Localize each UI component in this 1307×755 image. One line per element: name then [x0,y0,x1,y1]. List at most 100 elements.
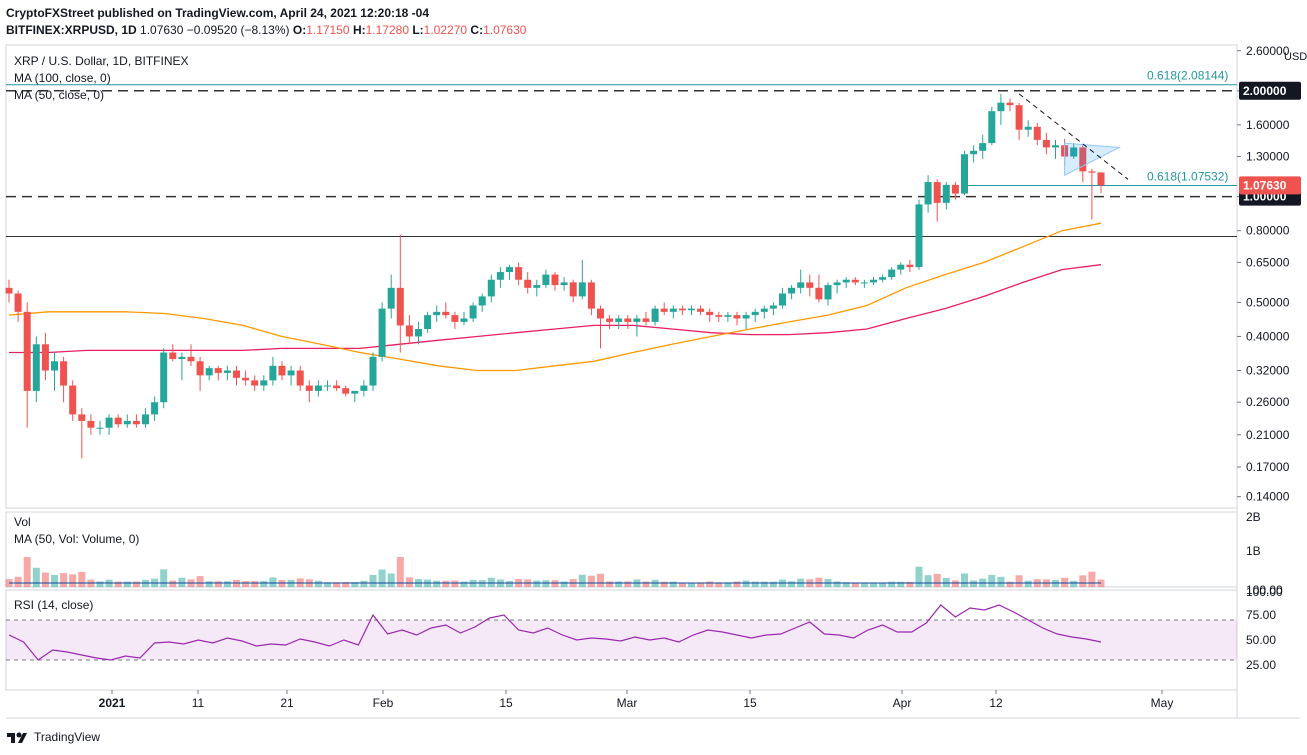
volume-bar [615,581,623,587]
volume-bar [60,573,68,587]
candle-body [961,154,968,194]
candle-body [214,368,222,373]
x-tick-label: 21 [280,696,294,710]
candle-body [970,150,978,155]
candle-body [842,279,850,283]
candle-body [205,368,213,376]
volume-bar [96,581,104,587]
volume-bar [788,581,796,587]
candle-body [560,282,568,286]
volume-bar [988,574,996,587]
legend-vol-ma[interactable]: MA (50, Vol: Volume, 0) [14,532,140,546]
volume-bar [678,582,686,587]
legend-rsi[interactable]: RSI (14, close) [14,598,94,612]
volume-bar [387,573,395,587]
volume-bar [1070,580,1078,587]
volume-bar [14,576,22,587]
volume-bar [870,582,877,587]
low-value: 1.02270 [423,23,468,37]
volume-bar [114,581,122,587]
volume-bar [32,567,40,587]
candle-body [487,279,495,297]
candle-body [769,305,777,309]
volume-bar [942,577,950,587]
candle-body [897,264,905,270]
candle-body [260,380,268,386]
x-tick-label: Apr [893,696,912,710]
candle-body [988,111,996,144]
candle-body [178,356,186,360]
candle-body [51,361,58,371]
price-change: −0.09520 (−8.13%) [186,23,290,37]
volume-bar [360,580,368,587]
candles-group [5,93,1105,459]
volume-bar [606,581,614,587]
x-tick-label: 12 [989,696,1003,710]
candle-body [324,385,331,387]
y-tick-label: 0.80000 [1246,224,1290,238]
volume-bar [597,573,604,587]
candle-body [669,308,677,312]
volume-bar [1006,581,1014,587]
x-tick-label: Feb [373,696,394,710]
volume-bar [369,574,377,587]
volume-bar [123,581,131,587]
volume-bar [642,581,650,587]
legend-title[interactable]: XRP / U.S. Dollar, 1D, BITFINEX [14,54,189,68]
tradingview-logo[interactable]: TradingView [6,730,100,744]
candle-body [915,204,923,268]
fib-mid-label: 0.618(1.07532) [1147,170,1228,184]
candle-body [296,370,304,386]
candle-body [496,272,504,280]
volume-bar [351,582,359,587]
candle-body [879,277,887,280]
volume-bar [933,573,941,587]
candle-body [251,380,259,386]
legend-ma50[interactable]: MA (50, close, 0) [14,88,105,102]
volume-bar [451,580,459,587]
candle-body [587,282,595,309]
volume-bar [660,581,668,587]
candle-body [979,143,987,151]
volume-bar [624,581,632,587]
candle-body [951,184,959,194]
candle-body [1052,145,1059,148]
volume-bar [69,574,77,587]
y-tick-label: 0.32000 [1246,364,1290,378]
candle-body [678,308,686,311]
candle-body [1006,102,1014,106]
volume-bar [924,575,932,587]
candle-body [569,282,577,297]
volume-bar [196,576,204,587]
volume-bar [915,566,923,587]
candle-body [60,361,68,386]
candle-body [724,315,732,317]
candle-body [87,420,95,428]
candle-body [524,279,532,288]
candle-body [860,282,868,284]
volume-bar [997,576,1005,587]
candle-body [888,269,896,278]
candle-body [314,385,322,391]
volume-group [5,557,1105,587]
legend-vol[interactable]: Vol [14,515,31,529]
volume-bar [132,581,140,587]
triangle-pattern [1064,142,1122,177]
legend-ma100[interactable]: MA (100, close, 0) [14,71,111,85]
candle-body [797,282,805,288]
candle-body [223,370,231,373]
candle-body [69,385,77,415]
volume-bar [906,581,914,587]
last-price-badge-bg [1239,176,1301,195]
volume-bar [433,580,441,587]
candle-body [278,365,286,376]
candle-body [415,329,422,337]
y-tick-label: 0.17000 [1246,460,1290,474]
volume-bar [751,581,759,587]
candle-body [369,356,377,386]
volume-bar [888,581,896,587]
volume-bar [333,582,341,587]
volume-bar [578,574,586,587]
candle-body [196,361,204,376]
volume-bar [378,569,386,587]
